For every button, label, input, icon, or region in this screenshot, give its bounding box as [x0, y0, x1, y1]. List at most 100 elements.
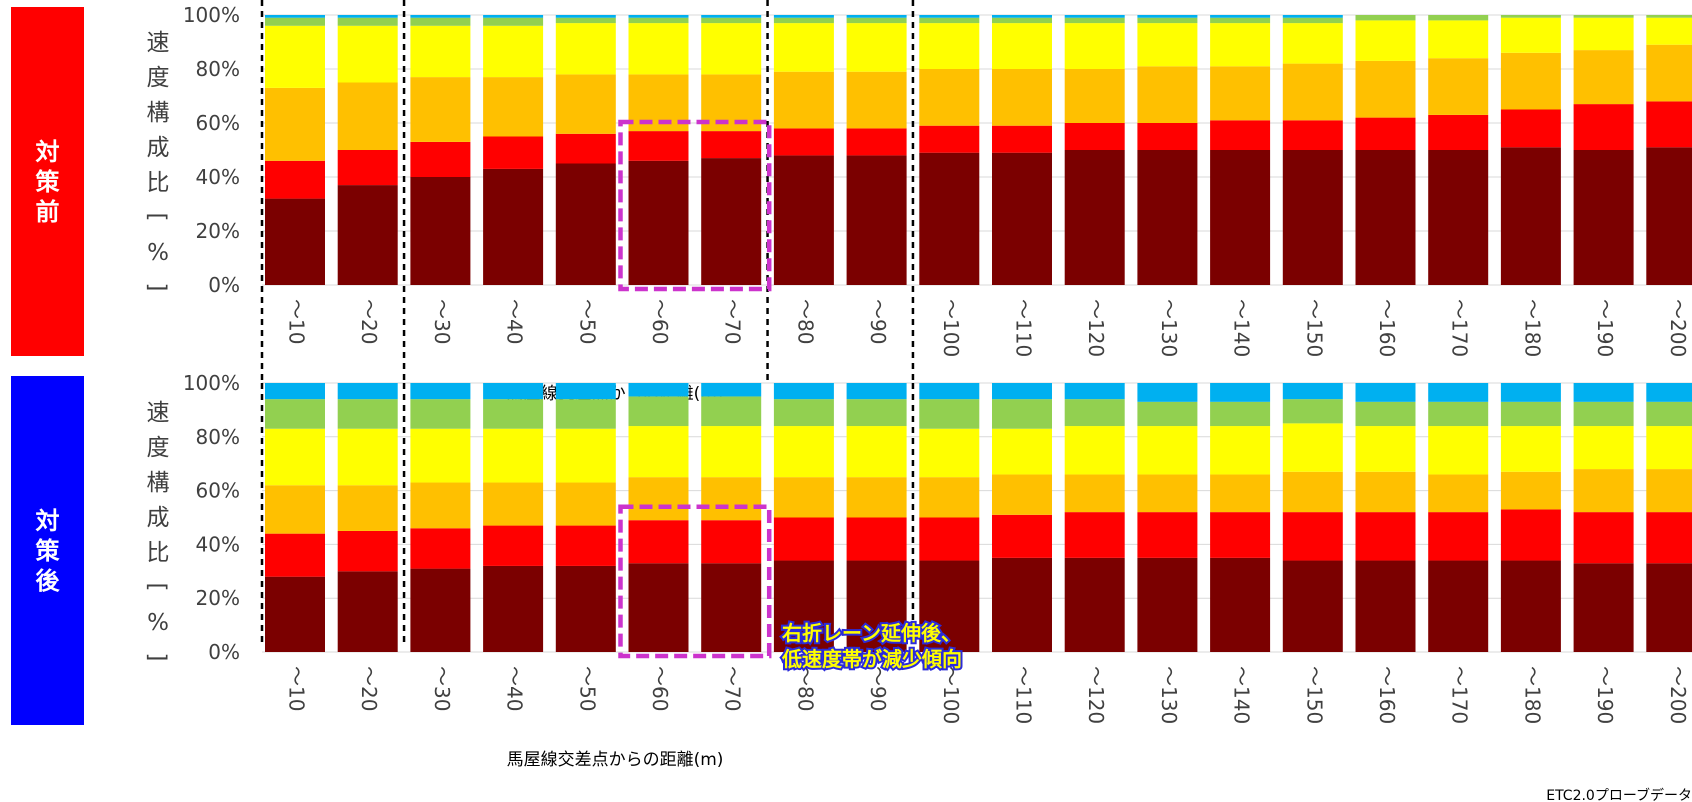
bar-segment: [701, 383, 762, 397]
bar-segment: [1573, 469, 1634, 513]
y-tick-label: 100%: [183, 3, 240, 27]
bar-segment: [1137, 150, 1198, 285]
x-tick-label: ～130: [1157, 666, 1181, 724]
x-tick-label: ～30: [430, 299, 454, 344]
bar-segment: [337, 150, 398, 186]
x-tick-label: ～200: [1666, 666, 1690, 724]
bar-segment: [265, 25, 325, 88]
bar-segment: [1355, 471, 1416, 513]
y-tick-label: 100%: [183, 371, 240, 395]
bar-segment: [992, 69, 1052, 126]
x-tick-label: ～60: [648, 299, 672, 344]
bar-segment: [701, 477, 762, 521]
bar-segment: [1428, 383, 1489, 402]
bar-segment: [773, 23, 834, 72]
bar-segment: [992, 125, 1052, 153]
x-tick-label: ～130: [1157, 299, 1181, 357]
bar-segment: [1500, 560, 1561, 652]
bar-segment: [1064, 557, 1125, 652]
y-tick-label: 60%: [196, 111, 240, 135]
bar-segment: [1355, 60, 1416, 118]
bar-segment: [701, 74, 762, 132]
x-tick-label: ～100: [939, 666, 963, 724]
bar-segment: [919, 477, 980, 518]
y-axis-label-char: %: [147, 610, 169, 636]
x-axis-title: 馬屋線交差点からの距離(m): [507, 750, 724, 770]
x-tick-label: ～180: [1520, 666, 1544, 724]
y-axis-label-char: 速: [147, 400, 170, 426]
bar-segment: [410, 25, 471, 78]
bar-segment: [1282, 150, 1343, 285]
bar-segment: [701, 23, 762, 75]
bar-segment: [701, 15, 762, 18]
x-tick-label: ～120: [1084, 299, 1108, 357]
bar-segment: [1282, 23, 1343, 64]
bar-segment: [1210, 557, 1271, 652]
bar-segment: [483, 482, 544, 526]
bar-segment: [483, 25, 544, 78]
after-panel-label-text: 対策後: [35, 506, 60, 595]
bar-segment: [992, 399, 1052, 429]
bar-segment: [773, 383, 834, 400]
bar-segment: [483, 383, 544, 400]
bar-segment: [992, 474, 1052, 515]
bar-segment: [1137, 15, 1198, 18]
x-tick-label: ～50: [575, 299, 599, 344]
bar-segment: [265, 576, 325, 652]
bar-segment: [1428, 560, 1489, 652]
bar-segment: [1210, 426, 1271, 475]
bar-segment: [1282, 560, 1343, 652]
bar-segment: [1355, 150, 1416, 285]
bar-segment: [410, 399, 471, 429]
bar-segment: [1573, 383, 1634, 402]
bar-segment: [1500, 471, 1561, 510]
bar-segment: [337, 571, 398, 652]
bar-segment: [1355, 426, 1416, 472]
bar-segment: [919, 15, 980, 18]
bar-segment: [1064, 23, 1125, 70]
bar-segment: [701, 520, 762, 564]
bar-segment: [410, 482, 471, 529]
bar-segment: [992, 15, 1052, 18]
bar-segment: [1646, 426, 1692, 470]
bar-segment: [1282, 17, 1343, 24]
bar-segment: [1064, 123, 1125, 150]
bar-segment: [1573, 15, 1634, 18]
x-tick-label: ～140: [1230, 299, 1254, 357]
bar-segment: [1500, 15, 1561, 18]
bar-segment: [1137, 23, 1198, 67]
bar-segment: [1573, 512, 1634, 564]
bar-segment: [846, 399, 907, 427]
bar-segment: [846, 426, 907, 478]
bar-segment: [1282, 423, 1343, 472]
bar-segment: [701, 158, 762, 285]
bar-segment: [1210, 23, 1271, 67]
bar-segment: [919, 399, 980, 429]
bar-segment: [1646, 469, 1692, 513]
x-tick-label: ～20: [357, 666, 381, 711]
bar-segment: [919, 517, 980, 561]
bar-segment: [1064, 15, 1125, 18]
bar-segment: [337, 17, 398, 26]
x-tick-label: ～90: [866, 666, 890, 711]
bar-segment: [1210, 120, 1271, 150]
bar-segment: [773, 560, 834, 652]
bar-segment: [1646, 15, 1692, 18]
bar-segment: [555, 163, 616, 285]
bar-segment: [337, 530, 398, 572]
x-tick-label: ～160: [1375, 299, 1399, 357]
bar-segment: [1646, 563, 1692, 652]
bar-segment: [846, 383, 907, 400]
bar-segment: [483, 428, 544, 483]
bar-segment: [410, 568, 471, 652]
x-tick-label: ～110: [1012, 299, 1036, 357]
bar-segment: [992, 17, 1052, 24]
bar-segment: [846, 128, 907, 156]
y-tick-label: 0%: [208, 273, 240, 297]
annotation-text: 右折レーン延伸後、: [782, 621, 961, 645]
bar-segment: [1646, 101, 1692, 148]
bar-segment: [628, 15, 689, 18]
bar-segment: [265, 198, 325, 285]
bar-segment: [1573, 426, 1634, 470]
